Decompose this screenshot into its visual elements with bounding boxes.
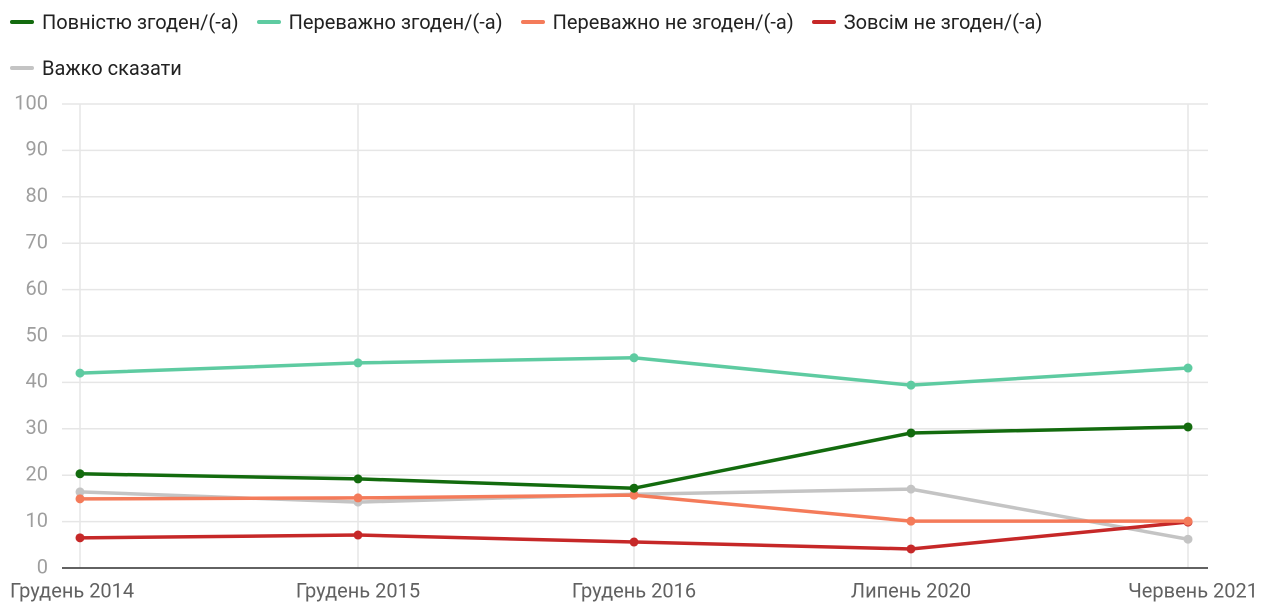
point xyxy=(1183,422,1193,432)
y-tick-label: 90 xyxy=(26,137,48,161)
legend-item[interactable]: Переважно згоден/(-а) xyxy=(256,6,503,38)
legend-swatch xyxy=(256,20,281,24)
point xyxy=(906,380,916,390)
point xyxy=(629,490,639,500)
point xyxy=(353,358,363,368)
point xyxy=(353,530,363,540)
point xyxy=(906,516,916,526)
legend-item[interactable]: Переважно не згоден/(-а) xyxy=(520,6,794,38)
y-tick-label: 20 xyxy=(26,461,48,485)
point xyxy=(629,483,639,493)
point xyxy=(629,537,639,547)
legend: Повністю згоден/(-а) Переважно згоден/(-а… xyxy=(10,6,1190,84)
point xyxy=(75,368,85,378)
x-tick-label: Грудень 2015 xyxy=(296,578,420,602)
legend-item[interactable]: Важко сказати xyxy=(10,52,182,84)
legend-label: Повністю згоден/(-а) xyxy=(42,10,239,34)
point xyxy=(75,494,85,504)
point xyxy=(353,474,363,484)
point xyxy=(1183,363,1193,373)
legend-label: Важко сказати xyxy=(42,56,182,80)
legend-item[interactable]: Повністю згоден/(-а) xyxy=(10,6,239,38)
legend-item[interactable]: Зовсім не згоден/(-а) xyxy=(811,6,1043,38)
x-tick-label: Липень 2020 xyxy=(851,578,971,602)
y-tick-label: 70 xyxy=(26,229,48,253)
point xyxy=(906,484,916,494)
legend-label: Переважно не згоден/(-а) xyxy=(552,10,794,34)
point xyxy=(629,353,639,363)
point xyxy=(75,487,85,497)
y-tick-label: 30 xyxy=(26,415,48,439)
legend-swatch xyxy=(520,20,545,24)
legend-swatch xyxy=(10,66,34,70)
y-tick-label: 50 xyxy=(26,322,48,346)
point xyxy=(906,544,916,554)
legend-label: Переважно згоден/(-а) xyxy=(288,10,503,34)
point xyxy=(353,493,363,503)
x-tick-label: Червень 2021 xyxy=(1128,578,1258,602)
y-tick-label: 100 xyxy=(14,90,48,114)
point xyxy=(906,428,916,438)
point xyxy=(1183,534,1193,544)
x-tick-label: Грудень 2016 xyxy=(572,578,696,602)
y-tick-label: 0 xyxy=(37,554,48,578)
legend-swatch xyxy=(10,20,34,24)
y-tick-label: 60 xyxy=(26,276,48,300)
y-tick-label: 80 xyxy=(26,183,48,207)
y-tick-label: 10 xyxy=(26,508,48,532)
y-tick-label: 40 xyxy=(26,369,48,393)
legend-label: Зовсім не згоден/(-а) xyxy=(843,10,1043,34)
point xyxy=(75,469,85,479)
point xyxy=(75,533,85,543)
x-tick-label: Грудень 2014 xyxy=(10,578,134,602)
point xyxy=(1183,516,1193,526)
legend-swatch xyxy=(811,20,836,24)
